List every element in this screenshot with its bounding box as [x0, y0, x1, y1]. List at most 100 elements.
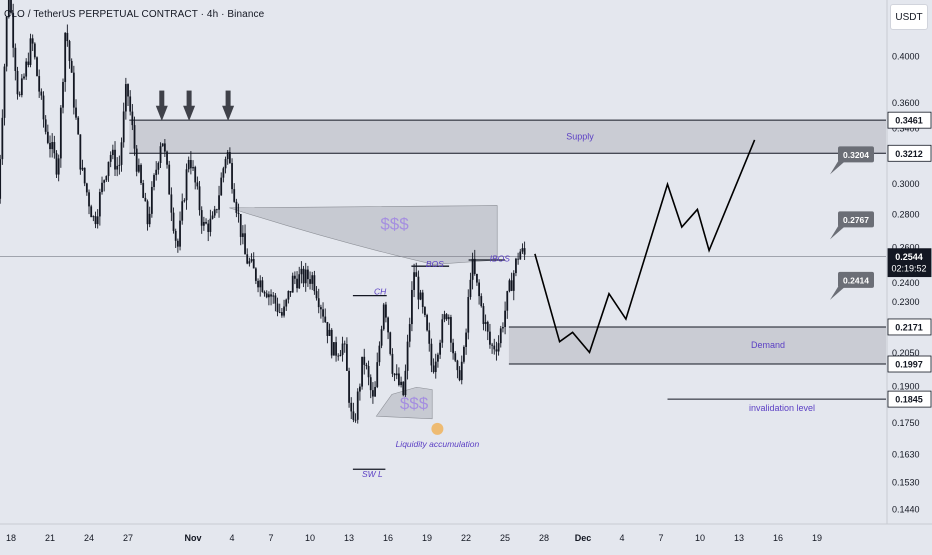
- candle-body: [88, 192, 90, 207]
- candle-body: [322, 309, 324, 317]
- candle-body: [55, 153, 58, 175]
- price-level-box[interactable]: [887, 111, 932, 129]
- candle-body: [367, 366, 370, 378]
- candle-body: [192, 167, 194, 169]
- candle-body: [265, 293, 268, 298]
- candle-body: [1, 117, 4, 160]
- candle-body: [98, 192, 101, 217]
- candle-body: [324, 316, 327, 323]
- price-level-box[interactable]: [887, 144, 932, 162]
- candle-body: [463, 346, 465, 362]
- candle-body: [267, 294, 270, 298]
- candle-body: [439, 342, 441, 355]
- candle-body: [339, 354, 342, 357]
- price-tick-label: 0.2050: [892, 348, 920, 358]
- candle-body: [304, 269, 307, 284]
- candle-body: [346, 344, 348, 371]
- candle-body: [296, 278, 298, 289]
- candle-body: [40, 91, 43, 96]
- candle-body: [166, 151, 168, 165]
- demand-zone-label: Demand: [751, 340, 785, 350]
- candle-body: [402, 381, 405, 396]
- candle-body: [205, 221, 207, 224]
- price-tick-label: 0.3600: [892, 98, 920, 108]
- candle-body: [335, 342, 337, 356]
- candle-body: [53, 142, 56, 154]
- candle-body: [419, 292, 422, 300]
- candle-body: [159, 146, 162, 164]
- candle-body: [202, 221, 205, 226]
- candle-body: [155, 169, 158, 176]
- candle-body: [348, 370, 350, 403]
- candle-body: [261, 280, 264, 292]
- candle-body: [454, 353, 457, 361]
- candle-body: [189, 159, 192, 169]
- current-price-box[interactable]: [887, 248, 932, 278]
- target-price-label: 0.2767: [843, 215, 869, 225]
- target-callout-box: [838, 211, 874, 228]
- candle-body: [29, 38, 32, 65]
- candle-body: [31, 38, 34, 44]
- candle-body: [369, 377, 372, 391]
- candle-body: [79, 134, 82, 170]
- down-arrow-icon: [183, 105, 196, 121]
- candle-body: [432, 365, 435, 373]
- candle-body: [341, 343, 344, 355]
- invalidation-label: invalidation level: [749, 403, 815, 413]
- candle-body: [298, 274, 301, 289]
- price-tick-label: 0.1750: [892, 418, 920, 428]
- candle-body: [235, 201, 238, 213]
- target-price-label: 0.3204: [843, 150, 869, 160]
- price-level-box[interactable]: [887, 318, 932, 336]
- candle-body: [504, 310, 507, 328]
- candle-body: [220, 177, 223, 196]
- candle-body: [0, 159, 2, 199]
- candle-body: [441, 319, 444, 343]
- candle-body: [447, 317, 450, 320]
- candle-body: [473, 258, 476, 274]
- price-level-box[interactable]: [887, 355, 932, 373]
- candle-body: [157, 163, 160, 170]
- candle-body: [359, 386, 361, 392]
- candle-body: [478, 282, 480, 297]
- candle-body: [254, 268, 257, 281]
- candle-body: [38, 76, 41, 92]
- currency-unit-button[interactable]: USDT: [890, 4, 928, 30]
- candle-body: [515, 258, 517, 274]
- candle-body: [391, 353, 394, 374]
- candle-body: [285, 299, 288, 307]
- symbol-title[interactable]: CLO / TetherUS PERPETUAL CONTRACT · 4h ·…: [4, 9, 265, 20]
- candle-body: [278, 312, 281, 313]
- candle-body: [293, 275, 296, 279]
- price-tick-label: 0.2600: [892, 243, 920, 253]
- candle-body: [144, 197, 147, 202]
- time-tick-label: 7: [658, 533, 663, 543]
- target-callout-tail: [830, 285, 846, 300]
- candle-body: [196, 182, 199, 187]
- candle-body: [101, 182, 103, 193]
- candle-body: [200, 210, 203, 226]
- candle-body: [460, 361, 463, 381]
- candle-body: [378, 345, 381, 363]
- candle-body: [300, 268, 303, 275]
- candle-body: [81, 167, 84, 170]
- candle-body: [385, 304, 387, 318]
- candle-body: [380, 329, 383, 346]
- candle-body: [502, 327, 504, 329]
- candle-body: [343, 343, 346, 345]
- target-price-label: 0.2414: [843, 275, 869, 285]
- price-level-box[interactable]: [887, 390, 932, 408]
- candle-body: [246, 254, 249, 264]
- candle-body: [434, 361, 437, 373]
- candle-body: [365, 364, 368, 367]
- candle-body: [83, 167, 86, 184]
- candle-body: [172, 212, 175, 231]
- candle-body: [313, 275, 316, 292]
- candle-body: [25, 61, 28, 77]
- candle-body: [406, 341, 409, 371]
- candle-body: [170, 194, 173, 213]
- candle-body: [16, 70, 19, 95]
- candle-body: [133, 125, 136, 149]
